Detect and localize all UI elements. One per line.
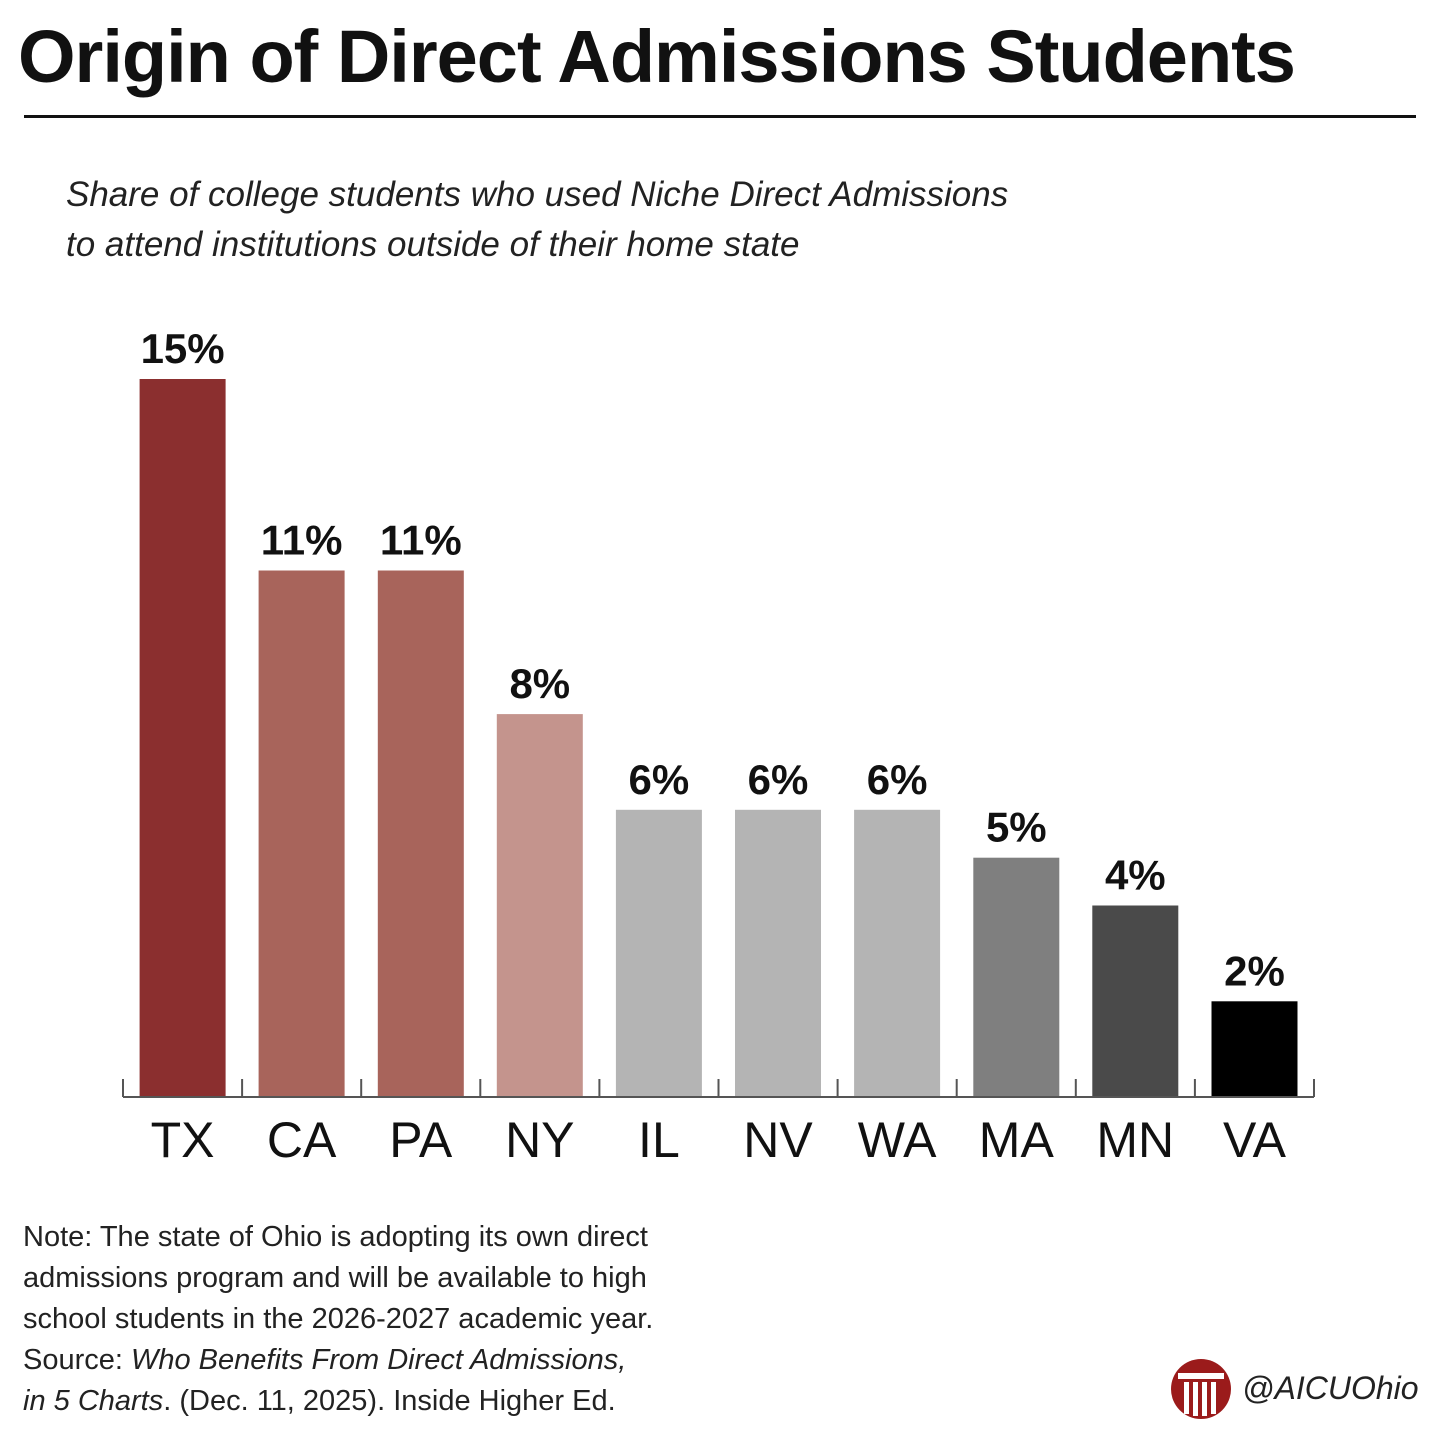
bar-ny — [496, 714, 583, 1097]
bar-wa — [854, 809, 941, 1097]
bar-ca — [258, 570, 345, 1097]
data-label-tx: 15% — [141, 325, 225, 372]
x-tick-label-pa: PA — [389, 1112, 453, 1168]
chart-subtitle: Share of college students who used Niche… — [66, 170, 1166, 270]
bar-chart: 15% TX 11% CA 11% PA 8% NY 6% IL 6% NV 6% WA 5% MA 4% MN 2… — [122, 325, 1315, 1168]
source-title-part-1: Who Benefits From Direct Admissions, — [131, 1344, 627, 1376]
x-tick-label-ca: CA — [267, 1112, 337, 1168]
column-logo-icon — [1171, 1359, 1231, 1419]
note-line-1: Note: The state of Ohio is adopting its … — [23, 1221, 648, 1253]
x-tick-label-ny: NY — [505, 1112, 574, 1168]
source-label: Source: — [23, 1344, 131, 1376]
x-tick-label-wa: WA — [858, 1112, 937, 1168]
data-label-nv: 6% — [748, 756, 809, 803]
x-tick-label-tx: TX — [151, 1112, 215, 1168]
note-line-3: school students in the 2026-2027 academi… — [23, 1303, 654, 1335]
data-label-ca: 11% — [261, 517, 343, 564]
source-title-part-2: in 5 Charts — [23, 1385, 164, 1417]
bar-nv — [735, 809, 821, 1097]
bar-mn — [1092, 905, 1179, 1097]
x-tick-label-ma: MA — [979, 1112, 1055, 1168]
subtitle-line-2: to attend institutions outside of their … — [66, 225, 800, 264]
data-label-wa: 6% — [867, 756, 928, 803]
data-label-il: 6% — [629, 756, 690, 803]
bar-va — [1211, 1001, 1298, 1097]
bar-ma — [973, 857, 1060, 1097]
bar-pa — [377, 570, 464, 1097]
data-label-ny: 8% — [509, 660, 570, 707]
data-label-ma: 5% — [986, 804, 1047, 851]
social-handle: @AICUOhio — [1242, 1370, 1419, 1406]
footnote: Note: The state of Ohio is adopting its … — [23, 1217, 783, 1422]
bar-tx — [139, 379, 226, 1097]
x-tick-label-il: IL — [638, 1112, 680, 1168]
title-divider — [24, 115, 1416, 118]
x-tick-label-nv: NV — [743, 1112, 813, 1168]
data-label-pa: 11% — [380, 517, 462, 564]
data-label-va: 2% — [1224, 947, 1285, 994]
data-label-mn: 4% — [1105, 852, 1166, 899]
subtitle-line-1: Share of college students who used Niche… — [66, 175, 1009, 214]
bar-il — [615, 809, 702, 1097]
source-details: . (Dec. 11, 2025). Inside Higher Ed. — [163, 1385, 616, 1417]
note-line-2: admissions program and will be available… — [23, 1262, 647, 1294]
x-tick-label-va: VA — [1223, 1112, 1287, 1168]
chart-title: Origin of Direct Admissions Students — [18, 15, 1296, 98]
x-tick-label-mn: MN — [1096, 1112, 1174, 1168]
brand-logo: @AICUOhio — [1170, 1354, 1420, 1424]
